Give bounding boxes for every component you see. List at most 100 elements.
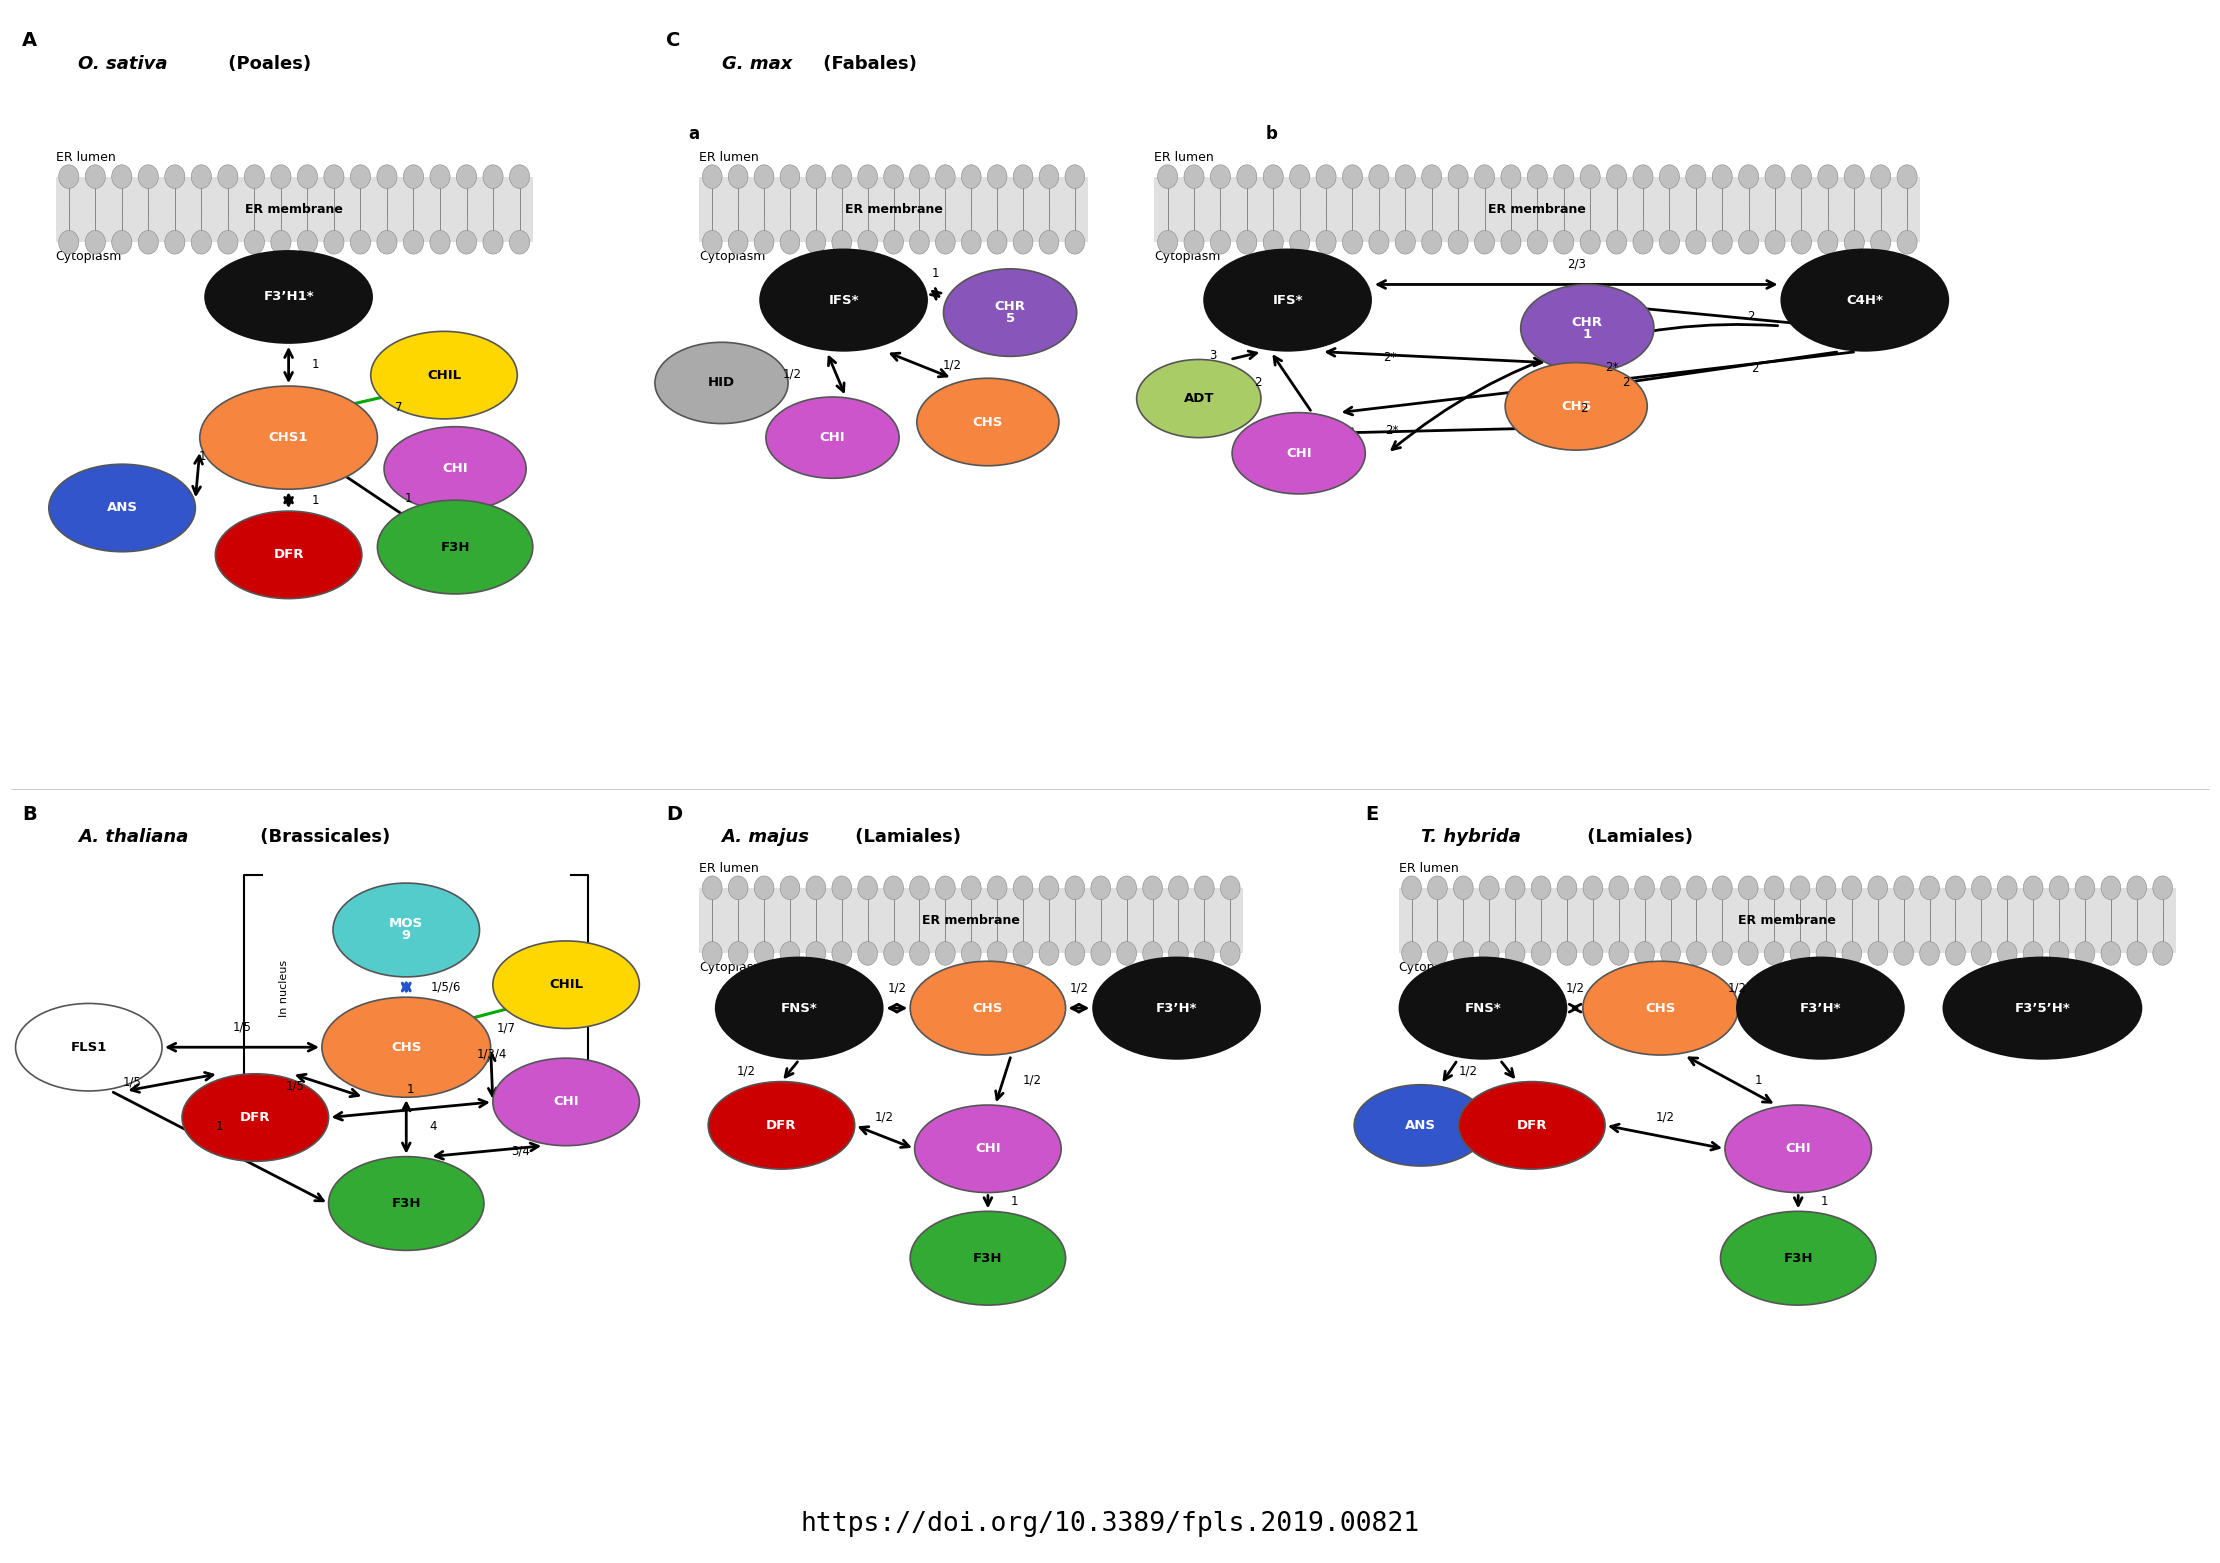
Ellipse shape: [806, 941, 826, 966]
Ellipse shape: [1474, 164, 1494, 189]
Ellipse shape: [1370, 164, 1390, 189]
Text: Cytoplasm: Cytoplasm: [56, 250, 122, 263]
Ellipse shape: [728, 164, 748, 189]
Text: 1/2: 1/2: [875, 1110, 895, 1124]
Text: HID: HID: [708, 377, 735, 389]
Ellipse shape: [1634, 875, 1654, 900]
Ellipse shape: [1194, 941, 1214, 966]
Ellipse shape: [371, 331, 517, 419]
Ellipse shape: [755, 875, 775, 900]
Ellipse shape: [1738, 941, 1758, 966]
Bar: [1399, 888, 2176, 953]
Text: 1/2: 1/2: [944, 358, 961, 372]
Text: 1: 1: [404, 492, 411, 505]
Text: 2*: 2*: [1383, 350, 1396, 364]
Ellipse shape: [944, 269, 1077, 356]
Ellipse shape: [1556, 941, 1576, 966]
Ellipse shape: [1765, 875, 1785, 900]
Text: ER lumen: ER lumen: [1154, 152, 1214, 164]
Ellipse shape: [324, 164, 344, 189]
Text: ER lumen: ER lumen: [699, 152, 759, 164]
Ellipse shape: [1399, 957, 1567, 1060]
Ellipse shape: [404, 230, 424, 255]
Ellipse shape: [2100, 875, 2120, 900]
Ellipse shape: [1447, 230, 1467, 255]
Ellipse shape: [1290, 230, 1310, 255]
Text: ER membrane: ER membrane: [1738, 914, 1836, 927]
Ellipse shape: [1867, 875, 1887, 900]
Text: 3: 3: [1210, 349, 1217, 363]
Text: 2: 2: [1747, 309, 1754, 322]
Ellipse shape: [508, 164, 531, 189]
Ellipse shape: [910, 230, 930, 255]
Text: 1/5: 1/5: [284, 1078, 304, 1093]
Text: CHI: CHI: [442, 463, 468, 475]
Ellipse shape: [329, 1157, 484, 1250]
Ellipse shape: [1221, 875, 1241, 900]
Ellipse shape: [1712, 941, 1732, 966]
Ellipse shape: [1894, 875, 1914, 900]
Ellipse shape: [779, 941, 799, 966]
Ellipse shape: [1143, 875, 1163, 900]
Ellipse shape: [1583, 941, 1603, 966]
Text: ADT: ADT: [1183, 392, 1214, 405]
Text: A: A: [22, 31, 38, 50]
Ellipse shape: [1343, 230, 1363, 255]
Ellipse shape: [1532, 875, 1552, 900]
Ellipse shape: [2153, 941, 2173, 966]
Ellipse shape: [1527, 164, 1547, 189]
Text: 1: 1: [1820, 1196, 1829, 1208]
Ellipse shape: [484, 230, 504, 255]
Ellipse shape: [244, 164, 264, 189]
Ellipse shape: [935, 230, 955, 255]
Ellipse shape: [1610, 941, 1629, 966]
Ellipse shape: [1168, 875, 1188, 900]
Ellipse shape: [1661, 875, 1681, 900]
Text: E: E: [1365, 805, 1379, 824]
Bar: [56, 177, 533, 242]
Ellipse shape: [1765, 230, 1785, 255]
Ellipse shape: [755, 164, 775, 189]
Text: CHI: CHI: [975, 1143, 1001, 1155]
Text: 1/2: 1/2: [781, 367, 801, 381]
Ellipse shape: [1066, 941, 1086, 966]
Text: 2/3: 2/3: [1567, 258, 1585, 270]
Ellipse shape: [324, 230, 344, 255]
Text: 1/2: 1/2: [737, 1064, 755, 1077]
Ellipse shape: [1867, 941, 1887, 966]
Ellipse shape: [1898, 230, 1918, 255]
Ellipse shape: [1316, 230, 1336, 255]
Text: CHI: CHI: [819, 431, 846, 444]
Ellipse shape: [16, 1003, 162, 1091]
Ellipse shape: [1634, 941, 1654, 966]
Text: 1/5: 1/5: [233, 1021, 251, 1033]
Ellipse shape: [271, 230, 291, 255]
Text: 1: 1: [1756, 1074, 1763, 1086]
Text: 1: 1: [311, 358, 320, 372]
Text: D: D: [666, 805, 682, 824]
Text: 1/5: 1/5: [122, 1075, 142, 1089]
Text: CHR
5: CHR 5: [995, 300, 1026, 325]
Ellipse shape: [1658, 164, 1681, 189]
Ellipse shape: [1092, 957, 1261, 1060]
Ellipse shape: [910, 941, 930, 966]
Bar: [699, 177, 1088, 242]
Ellipse shape: [1687, 875, 1707, 900]
Text: F3’H*: F3’H*: [1157, 1002, 1197, 1014]
Ellipse shape: [1090, 875, 1110, 900]
Ellipse shape: [935, 164, 955, 189]
Ellipse shape: [1738, 875, 1758, 900]
Text: ANS: ANS: [1405, 1119, 1436, 1132]
Ellipse shape: [806, 230, 826, 255]
Ellipse shape: [2022, 875, 2042, 900]
Ellipse shape: [2076, 875, 2096, 900]
Text: In nucleus: In nucleus: [280, 960, 289, 1018]
Ellipse shape: [1012, 230, 1032, 255]
Ellipse shape: [1237, 230, 1257, 255]
Text: ER membrane: ER membrane: [244, 203, 344, 216]
Text: CHIL: CHIL: [548, 978, 584, 991]
Ellipse shape: [1505, 363, 1647, 450]
Ellipse shape: [728, 941, 748, 966]
Text: (Brassicales): (Brassicales): [253, 828, 391, 847]
Ellipse shape: [1792, 164, 1812, 189]
